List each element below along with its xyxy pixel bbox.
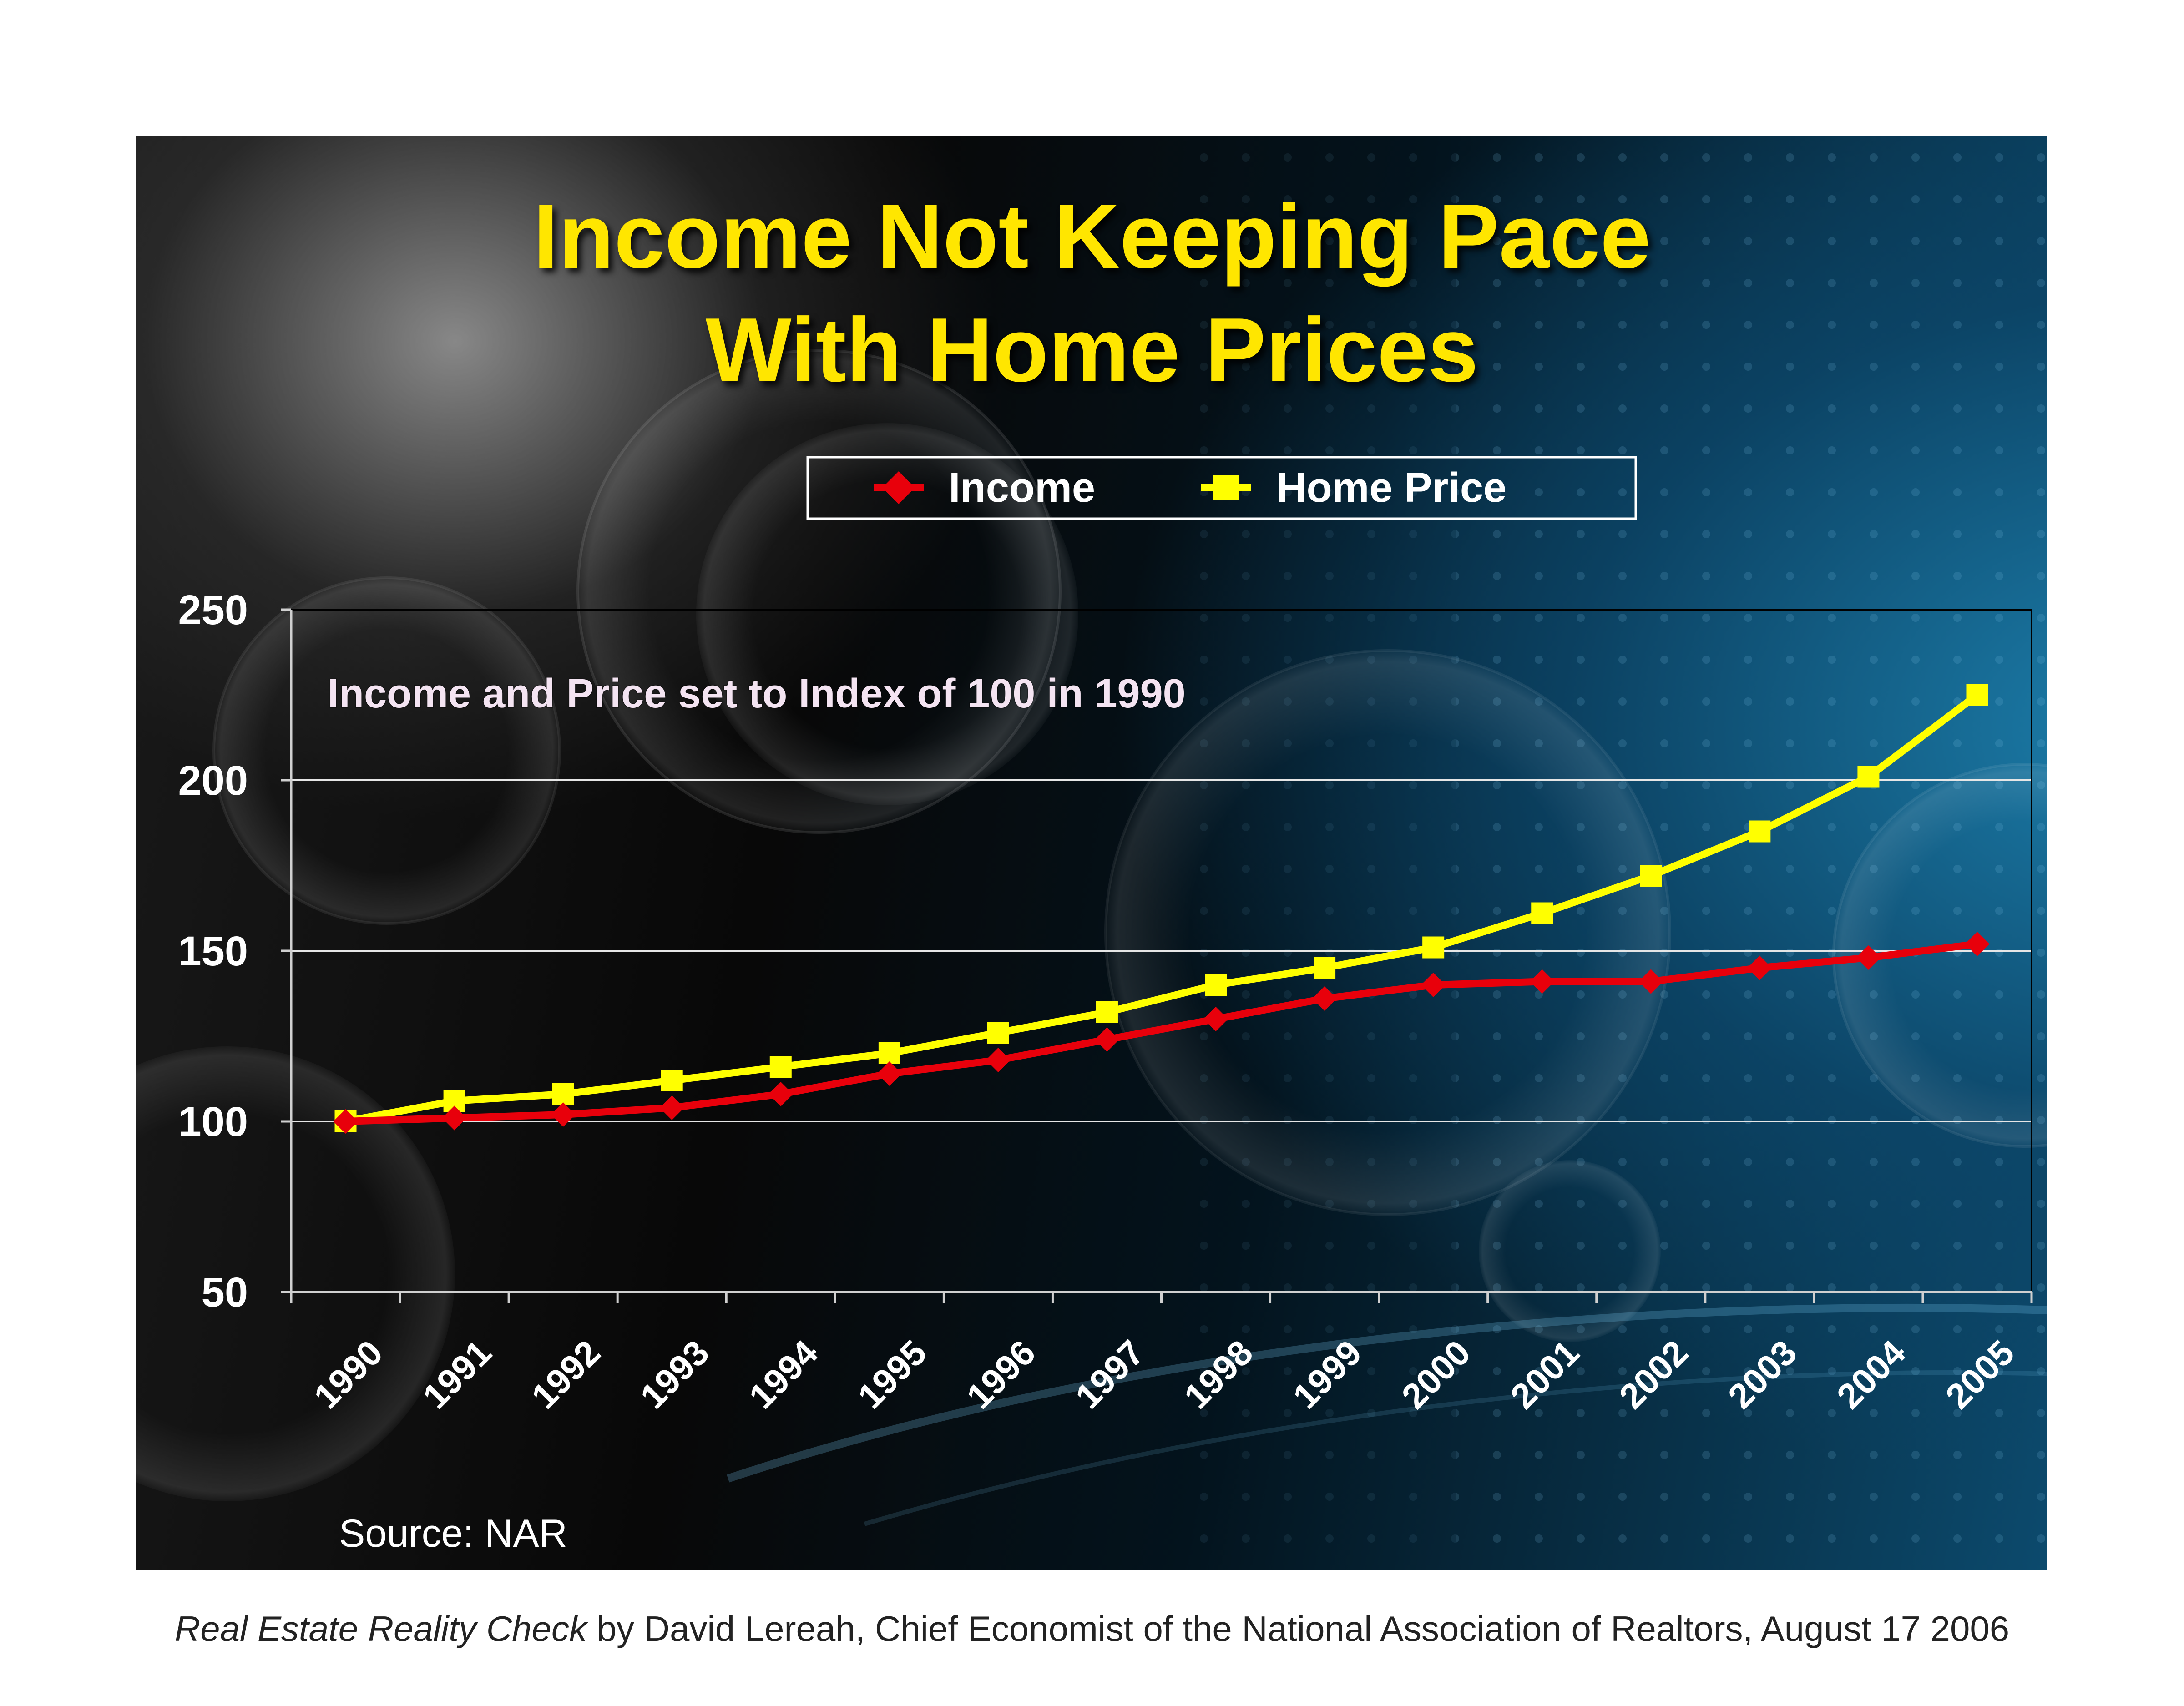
legend-marker-income xyxy=(882,471,915,504)
x-tick-label: 2002 xyxy=(1612,1332,1696,1416)
x-tick-label: 1993 xyxy=(632,1332,717,1416)
home-price-point xyxy=(1857,766,1880,788)
decorative-bubbles xyxy=(136,136,2048,1570)
home-price-point xyxy=(1640,865,1662,887)
series-line-income xyxy=(345,940,1978,1125)
legend-box xyxy=(806,456,1637,520)
home-price-point xyxy=(1422,936,1445,959)
legend-label-income: Income xyxy=(949,464,1095,511)
y-tick-label: 250 xyxy=(178,587,248,633)
income-point xyxy=(1856,945,1881,970)
income-point xyxy=(877,1061,902,1086)
slide: Income Not Keeping Pace With Home Prices… xyxy=(136,136,2048,1570)
income-point xyxy=(1312,986,1337,1011)
x-tick-label: 2000 xyxy=(1394,1332,1478,1416)
income-point xyxy=(551,1102,576,1127)
income-point xyxy=(333,1109,358,1134)
legend: Income Home Price xyxy=(806,456,1637,520)
series-line-home-price xyxy=(345,692,1980,1125)
x-tick-label: 1997 xyxy=(1067,1332,1152,1416)
annotation-text: Income and Price set to Index of 100 in … xyxy=(328,671,1186,717)
x-tick-label: 2005 xyxy=(1938,1332,2022,1416)
x-tick-label: 1998 xyxy=(1176,1332,1260,1416)
y-tick-label: 100 xyxy=(178,1099,248,1145)
y-tick-label: 150 xyxy=(178,928,248,974)
home-price-point xyxy=(1314,957,1336,979)
footer-book-title: Real Estate Reality Check xyxy=(174,1609,587,1649)
income-point xyxy=(442,1105,467,1131)
x-tick-label: 1991 xyxy=(415,1332,499,1416)
x-tick-label: 1999 xyxy=(1285,1332,1370,1416)
income-point xyxy=(659,1095,684,1120)
x-tick-label: 2001 xyxy=(1503,1332,1587,1416)
income-point xyxy=(1421,973,1446,997)
income-point xyxy=(1638,969,1663,994)
home-price-point xyxy=(1096,1001,1118,1023)
line-chart: 50 100 150 200 250 1990 1991 1992 1993 1994 1995 19… xyxy=(178,456,2033,1555)
income-point xyxy=(768,1082,793,1106)
footer-citation: Real Estate Reality Check by David Lerea… xyxy=(0,1608,2184,1650)
legend-label-home-price: Home Price xyxy=(1276,464,1507,511)
home-price-point xyxy=(1531,902,1553,924)
income-point xyxy=(1203,1007,1228,1031)
income-point xyxy=(1094,1027,1119,1052)
chart-title-line-1: Income Not Keeping Pace xyxy=(533,186,1651,287)
home-price-point xyxy=(1749,820,1771,843)
x-tick-label: 2003 xyxy=(1720,1332,1805,1416)
income-point xyxy=(986,1048,1011,1072)
home-price-point xyxy=(1966,684,1988,706)
home-price-point xyxy=(769,1056,792,1078)
x-tick-label: 1992 xyxy=(524,1332,608,1416)
home-price-point xyxy=(552,1083,574,1105)
home-price-point xyxy=(878,1042,900,1064)
home-price-point xyxy=(987,1022,1009,1044)
x-tick-label: 1990 xyxy=(306,1332,390,1416)
x-tick-label: 2004 xyxy=(1829,1332,1913,1416)
y-tick-label: 50 xyxy=(202,1269,248,1316)
source-label: Source: NAR xyxy=(339,1512,567,1555)
income-point xyxy=(1747,955,1772,980)
x-tick-label: 1995 xyxy=(850,1332,934,1416)
income-point xyxy=(1965,932,1990,956)
x-tick-label: 1994 xyxy=(741,1332,825,1416)
x-tick-label: 1996 xyxy=(959,1332,1043,1416)
home-price-point xyxy=(1205,974,1227,996)
legend-marker-home-price xyxy=(1213,475,1239,500)
income-point xyxy=(1530,969,1555,994)
y-tick-label: 200 xyxy=(178,757,248,804)
home-price-point xyxy=(661,1070,683,1091)
chart-title-line-2: With Home Prices xyxy=(705,299,1479,401)
footer-byline: by David Lereah, Chief Economist of the … xyxy=(586,1609,2010,1649)
